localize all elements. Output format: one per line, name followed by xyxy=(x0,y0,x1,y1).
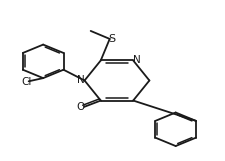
Text: Cl: Cl xyxy=(22,77,32,87)
Text: N: N xyxy=(77,75,84,85)
Text: N: N xyxy=(133,55,141,65)
Text: O: O xyxy=(77,102,85,112)
Text: S: S xyxy=(108,34,115,44)
